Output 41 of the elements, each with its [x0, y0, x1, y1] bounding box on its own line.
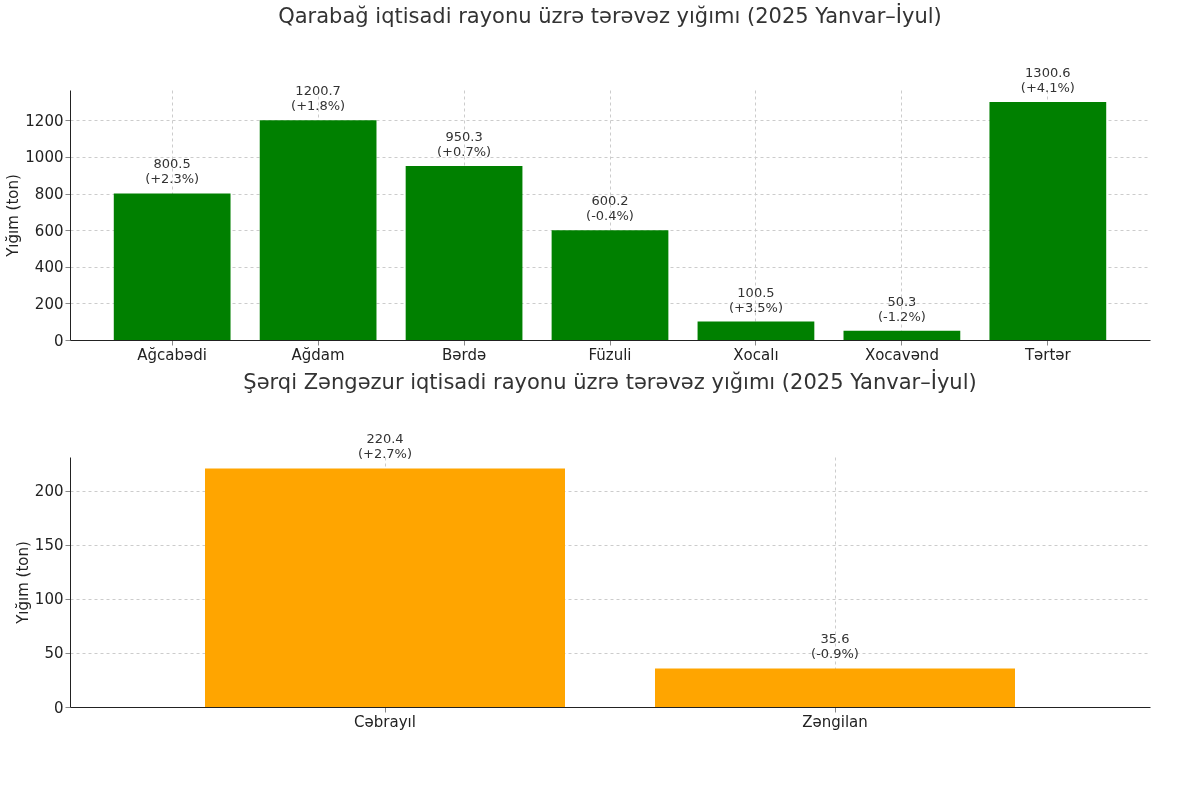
bar — [989, 101, 1107, 340]
y-tick-label: 400 — [34, 258, 64, 277]
x-tick-label: Füzuli — [588, 345, 632, 364]
x-tick-label: Tərtər — [1023, 345, 1072, 364]
chart-title: Qarabağ iqtisadi rayonu üzrə tərəvəz yığımı (2025 Yanvar–İyul) — [278, 2, 942, 28]
data-label: 600.2 (-0.4%) — [586, 193, 634, 224]
x-tick-label: Bərdə — [441, 345, 487, 364]
bar — [259, 120, 377, 340]
y-tick-label: 50 — [44, 644, 64, 663]
x-tick-label: Cəbrayıl — [354, 712, 416, 731]
bar — [843, 330, 961, 340]
bar — [551, 230, 669, 340]
y-tick-label: 0 — [53, 331, 64, 350]
y-axis-title: Yığım (ton) — [13, 541, 32, 625]
data-label: 220.4 (+2.7%) — [357, 431, 413, 462]
data-label: 950.3 (+0.7%) — [437, 129, 492, 160]
y-tick-label: 1200 — [25, 111, 64, 130]
y-tick-label: 600 — [34, 221, 64, 240]
x-tick-label: Zəngilan — [802, 712, 868, 731]
x-tick-label: Ağdam — [291, 345, 345, 364]
chart-title: Şərqi Zəngəzur iqtisadi rayonu üzrə tərəvəz yığımı (2025 Yanvar–İyul) — [243, 369, 977, 395]
y-tick-label: 0 — [53, 698, 64, 717]
x-tick-label: Xocavənd — [864, 345, 939, 364]
y-tick-label: 1000 — [25, 148, 64, 167]
data-label: 1300.6 (+4.1%) — [1020, 64, 1075, 95]
bar — [113, 193, 231, 340]
data-label: 100.5 (+3.5%) — [728, 284, 783, 315]
y-tick-label: 100 — [34, 590, 64, 609]
bar — [697, 321, 815, 340]
data-label: 800.5 (+2.3%) — [145, 156, 200, 187]
x-tick-label: Xocalı — [733, 345, 779, 364]
y-tick-label: 200 — [34, 294, 64, 313]
x-tick-label: Ağcabədi — [137, 345, 207, 364]
data-label: 50.3 (-1.2%) — [877, 293, 926, 324]
data-label: 35.6 (-0.9%) — [811, 631, 859, 662]
y-tick-label: 200 — [34, 482, 64, 501]
bar — [405, 166, 523, 340]
y-tick-label: 150 — [34, 536, 64, 555]
y-axis-title: Yığım (ton) — [4, 174, 23, 258]
y-tick-label: 800 — [34, 185, 64, 204]
data-label: 1200.7 (+1.8%) — [291, 83, 346, 114]
